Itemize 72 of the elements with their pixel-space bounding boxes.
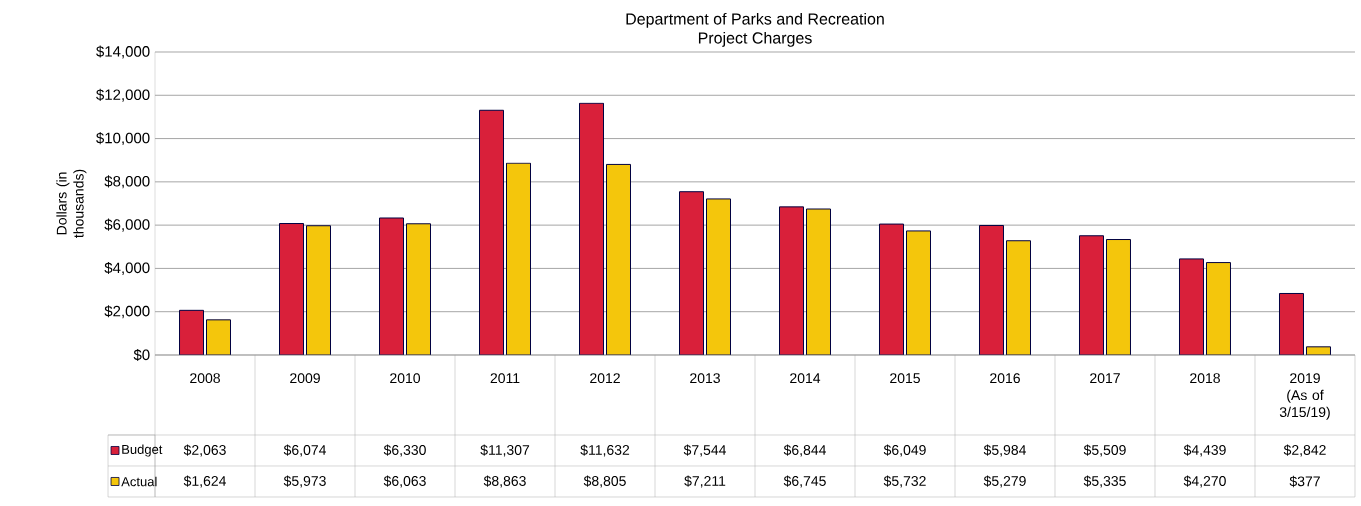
legend-label: Budget: [122, 444, 163, 457]
bar: [206, 319, 232, 355]
legend-label: Actual: [121, 476, 157, 487]
bar: [979, 224, 1004, 355]
bar: [1079, 235, 1104, 355]
data-label: $7,544: [683, 444, 726, 457]
data-label: $5,335: [1083, 475, 1126, 488]
y-axis-title: Dollars (in thousands): [56, 169, 87, 238]
bar: [1179, 258, 1204, 355]
data-label: $377: [1289, 475, 1320, 488]
x-tick-label: 2012: [590, 373, 620, 384]
bar: [1006, 240, 1031, 355]
x-tick-label: 2011: [490, 373, 520, 384]
bar: [179, 309, 205, 355]
bar: [1206, 262, 1231, 355]
data-label: $5,984: [983, 444, 1026, 457]
data-label: $6,049: [883, 444, 926, 457]
data-label: $1,624: [183, 475, 226, 488]
x-tick-label: 2014: [790, 373, 821, 384]
bar: [1106, 239, 1131, 355]
x-tick-label: 2018: [1190, 373, 1220, 384]
x-tick-label: 2017: [1090, 373, 1120, 384]
bar: [406, 223, 432, 355]
bar: [306, 225, 332, 355]
data-label: $11,632: [580, 444, 630, 457]
y-tick-label: $10,000: [96, 132, 150, 146]
data-label: $6,745: [783, 475, 826, 488]
x-tick-label: 2013: [690, 373, 720, 384]
data-label: $8,805: [583, 475, 626, 488]
bar: [906, 230, 931, 355]
bar: [879, 223, 904, 355]
bar: [479, 109, 505, 355]
data-label: $5,279: [983, 475, 1026, 488]
data-label: $11,307: [480, 444, 530, 457]
bar: [679, 191, 704, 355]
data-label: $5,509: [1083, 444, 1126, 457]
bar: [779, 206, 804, 355]
x-tick-label: 2016: [990, 373, 1020, 384]
x-tick-label: 2015: [890, 373, 920, 384]
chart-title: Department of Parks and Recreation: [626, 12, 884, 28]
y-tick-label: $0: [133, 348, 150, 362]
data-label: $2,842: [1283, 444, 1326, 457]
data-label: $5,973: [283, 475, 326, 488]
bar: [579, 102, 605, 355]
bar: [506, 162, 532, 355]
y-tick-label: $2,000: [104, 305, 150, 319]
bar: [379, 217, 405, 355]
y-tick-label: $8,000: [104, 175, 150, 189]
x-tick-label: 2010: [390, 373, 421, 384]
data-label: $6,063: [383, 475, 426, 488]
bar: [279, 223, 305, 355]
bar: [606, 163, 632, 355]
chart-subtitle: Project Charges: [698, 31, 812, 47]
x-tick-label: 2019 (As of 3/15/19): [1279, 373, 1330, 420]
y-tick-label: $12,000: [96, 88, 150, 102]
x-tick-label: 2008: [190, 373, 220, 384]
data-label: $7,211: [684, 475, 726, 488]
x-tick-label: 2009: [290, 373, 320, 384]
y-tick-label: $14,000: [96, 45, 150, 59]
data-label: $2,063: [183, 444, 226, 457]
data-label: $6,330: [383, 444, 426, 457]
y-tick-label: $4,000: [104, 261, 150, 275]
data-label: $4,439: [1183, 444, 1226, 457]
data-label: $4,270: [1183, 475, 1226, 488]
data-label: $8,863: [483, 475, 526, 488]
bar: [806, 208, 831, 355]
data-label: $6,074: [283, 444, 326, 457]
bar: [706, 198, 732, 355]
y-tick-label: $6,000: [104, 218, 150, 232]
data-label: $6,844: [783, 444, 826, 457]
data-label: $5,732: [883, 475, 926, 488]
bar: [1278, 292, 1304, 355]
